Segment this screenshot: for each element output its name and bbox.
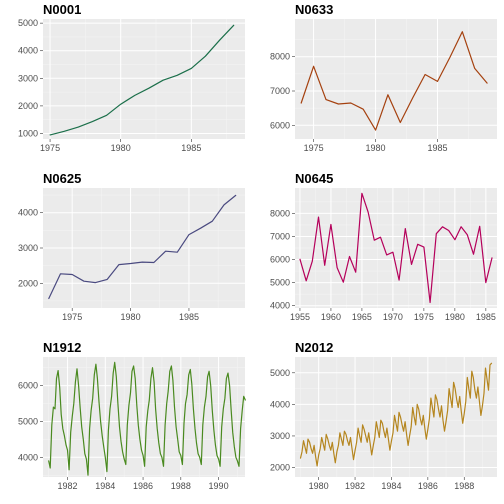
y-tick-label: 6000 bbox=[270, 255, 290, 265]
y-tick-label: 7000 bbox=[270, 231, 290, 241]
x-tick-label: 1975 bbox=[304, 143, 324, 153]
x-tick-label: 1980 bbox=[366, 143, 386, 153]
x-tick-label: 1975 bbox=[414, 312, 434, 322]
x-tick-label: 1984 bbox=[381, 481, 401, 491]
y-tick-label: 2000 bbox=[18, 101, 38, 111]
y-tick-label: 6000 bbox=[270, 120, 290, 130]
panel-title: N2012 bbox=[295, 340, 333, 355]
y-tick-label: 2000 bbox=[270, 463, 290, 473]
x-tick-label: 1985 bbox=[181, 143, 201, 153]
series-line bbox=[48, 361, 246, 476]
y-tick-label: 8000 bbox=[270, 52, 290, 62]
x-tick-label: 1980 bbox=[121, 312, 141, 322]
x-tick-label: 1980 bbox=[111, 143, 131, 153]
x-tick-label: 1990 bbox=[209, 481, 229, 491]
y-tick-label: 2000 bbox=[18, 278, 38, 288]
x-tick-label: 1980 bbox=[309, 481, 329, 491]
y-tick-label: 3000 bbox=[270, 431, 290, 441]
x-tick-label: 1984 bbox=[95, 481, 115, 491]
y-tick-label: 4000 bbox=[270, 301, 290, 311]
x-tick-label: 1982 bbox=[58, 481, 78, 491]
y-tick-label: 6000 bbox=[18, 381, 38, 391]
panel-background bbox=[295, 19, 497, 139]
y-tick-label: 4000 bbox=[18, 46, 38, 56]
y-tick-label: 7000 bbox=[270, 86, 290, 96]
y-tick-label: 4000 bbox=[270, 399, 290, 409]
x-tick-label: 1982 bbox=[345, 481, 365, 491]
panel-n0645: 1955 1960 1965 1970 1975 1980 1985 4000 5000 6000… bbox=[270, 171, 497, 322]
panel-background bbox=[43, 19, 245, 139]
y-tick-label: 1000 bbox=[18, 128, 38, 138]
y-tick-label: 5000 bbox=[18, 416, 38, 426]
y-tick-label: 5000 bbox=[18, 18, 38, 28]
series-line bbox=[299, 192, 493, 304]
x-tick-label: 1955 bbox=[290, 312, 310, 322]
y-tick-label: 5000 bbox=[270, 368, 290, 378]
y-tick-label: 3000 bbox=[18, 243, 38, 253]
panel-n2012: 1980 1982 1984 1986 1988 2000 3000 4000 5000 N201… bbox=[270, 340, 497, 491]
x-tick-label: 1985 bbox=[427, 143, 447, 153]
x-tick-label: 1975 bbox=[62, 312, 82, 322]
x-tick-label: 1986 bbox=[418, 481, 438, 491]
panel-title: N1912 bbox=[43, 340, 81, 355]
y-tick-label: 4000 bbox=[18, 452, 38, 462]
x-tick-label: 1980 bbox=[445, 312, 465, 322]
x-tick-label: 1985 bbox=[179, 312, 199, 322]
x-tick-label: 1960 bbox=[321, 312, 341, 322]
series-line bbox=[49, 24, 235, 136]
x-tick-label: 1988 bbox=[454, 481, 474, 491]
series-line bbox=[299, 362, 493, 467]
x-tick-label: 1975 bbox=[40, 143, 60, 153]
panel-title: N0633 bbox=[295, 2, 333, 17]
x-tick-label: 1985 bbox=[476, 312, 496, 322]
y-tick-label: 5000 bbox=[270, 278, 290, 288]
y-tick-label: 3000 bbox=[18, 73, 38, 83]
x-tick-label: 1986 bbox=[133, 481, 153, 491]
x-tick-label: 1965 bbox=[352, 312, 372, 322]
series-line bbox=[300, 31, 488, 131]
panel-n0625: 1975 1980 1985 2000 3000 4000 N0625 bbox=[18, 171, 245, 322]
panel-title: N0625 bbox=[43, 171, 81, 186]
panel-title: N0001 bbox=[43, 2, 81, 17]
panel-n0633: 1975 1980 1985 6000 7000 8000 N0633 bbox=[270, 2, 497, 153]
panel-n0001: 1975 1980 1985 1000 2000 3000 4000 5000 N0001 bbox=[18, 2, 245, 153]
panel-title: N0645 bbox=[295, 171, 333, 186]
x-tick-label: 1970 bbox=[383, 312, 403, 322]
series-line bbox=[48, 194, 237, 300]
x-tick-label: 1988 bbox=[171, 481, 191, 491]
y-tick-label: 4000 bbox=[18, 208, 38, 218]
y-tick-label: 8000 bbox=[270, 208, 290, 218]
panel-background bbox=[295, 357, 497, 477]
panel-n1912: 1982 1984 1986 1988 1990 4000 5000 6000 N1912 bbox=[18, 340, 246, 491]
